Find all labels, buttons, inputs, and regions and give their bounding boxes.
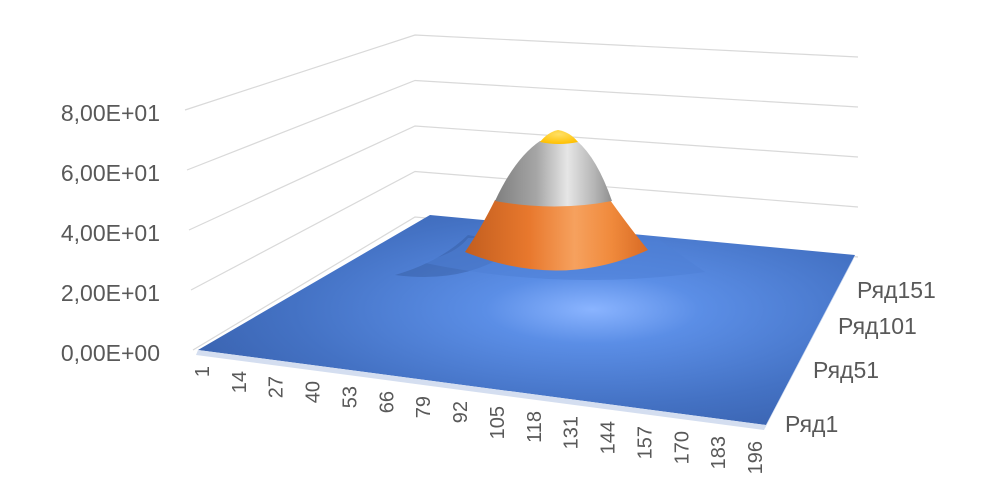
gridline-z-1: [190, 170, 859, 291]
series-tick-label: Ряд101: [838, 313, 917, 339]
x-axis-labels: 1 14 27 40 53 66 79 92 105 118 131 144 157 170 183 196: [192, 366, 767, 474]
x-tick-label: 53: [339, 386, 361, 408]
z-tick-label: 2,00E+01: [61, 280, 160, 306]
z-tick-label: 8,00E+01: [61, 100, 160, 126]
peak-band-gold: [540, 130, 578, 144]
gridline-z-3: [186, 79, 859, 171]
x-tick-label: 79: [413, 396, 435, 418]
z-tick-label: 4,00E+01: [61, 220, 160, 246]
z-tick-label: 6,00E+01: [61, 160, 160, 186]
x-tick-label: 131: [561, 416, 583, 449]
peak-band-gray: [495, 141, 612, 207]
x-tick-label: 157: [634, 426, 656, 459]
z-axis-labels: 0,00E+00 2,00E+01 4,00E+01 6,00E+01 8,00E+01: [61, 100, 160, 366]
gridline-z-2: [188, 125, 859, 231]
series-tick-label: Ряд151: [857, 277, 936, 303]
x-tick-label: 92: [450, 401, 472, 423]
x-tick-label: 170: [671, 431, 693, 464]
peak-band-orange: [465, 200, 648, 271]
x-tick-label: 118: [524, 411, 546, 443]
x-tick-label: 105: [487, 406, 509, 439]
x-tick-label: 66: [376, 391, 398, 413]
x-tick-label: 183: [708, 436, 730, 469]
series-axis-labels: Ряд1 Ряд51 Ряд101 Ряд151: [785, 277, 936, 437]
z-tick-label: 0,00E+00: [61, 340, 160, 366]
surface-front-edge: [196, 350, 766, 430]
series-tick-label: Ряд51: [813, 357, 879, 383]
series-tick-label: Ряд1: [785, 411, 838, 437]
surface-right-edge: [764, 255, 855, 430]
surface-plot: [196, 130, 855, 430]
x-tick-label: 196: [745, 441, 767, 474]
x-tick-label: 14: [229, 371, 251, 393]
x-tick-label: 1: [192, 366, 214, 377]
x-tick-label: 27: [266, 376, 288, 398]
gridline-z-4: [184, 34, 859, 111]
x-tick-label: 40: [303, 381, 325, 403]
x-tick-label: 144: [598, 421, 620, 454]
